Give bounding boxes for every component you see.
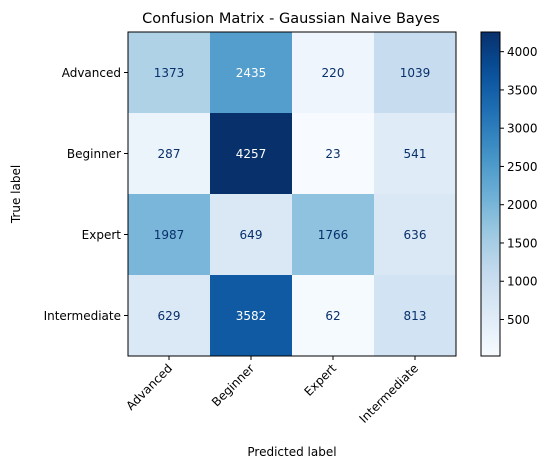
y-tick-label: Expert <box>82 228 122 242</box>
cell-value-label: 4257 <box>236 147 267 161</box>
colorbar-tick-label: 3000 <box>507 122 538 136</box>
cell-value-label: 1766 <box>318 228 349 242</box>
cell-value-label: 1373 <box>154 66 185 80</box>
cell-value-label: 649 <box>240 228 263 242</box>
x-axis-label: Predicted label <box>247 445 336 459</box>
y-tick-label: Intermediate <box>44 309 121 323</box>
heatmap-cell <box>374 275 457 357</box>
y-tick-label: Beginner <box>67 147 121 161</box>
cell-value-label: 1987 <box>154 228 185 242</box>
heatmap-cell <box>374 194 457 276</box>
chart-title: Confusion Matrix - Gaussian Naive Bayes <box>142 11 440 27</box>
heatmap-cell <box>210 113 293 195</box>
colorbar <box>480 31 501 357</box>
x-tick-label: Intermediate <box>356 361 421 426</box>
heatmap-cells <box>128 32 457 357</box>
cell-value-label: 1039 <box>400 66 431 80</box>
cell-value-label: 220 <box>322 66 345 80</box>
cell-value-label: 2435 <box>236 66 267 80</box>
heatmap-cell <box>210 32 293 114</box>
cell-value-label: 62 <box>325 309 340 323</box>
colorbar-tick-label: 500 <box>507 313 530 327</box>
x-axis-ticks: Advanced Beginner Expert Intermediate <box>123 356 421 426</box>
heatmap-cell <box>374 32 457 114</box>
x-tick-label: Beginner <box>209 361 257 409</box>
colorbar-tick-label: 3500 <box>507 83 538 97</box>
heatmap-cell <box>292 32 375 114</box>
heatmap-cell <box>292 275 375 357</box>
colorbar-tick-label: 4000 <box>507 45 538 59</box>
heatmap-cell <box>374 113 457 195</box>
heatmap-cell <box>128 113 211 195</box>
colorbar-ticks: 500 1000 1500 2000 2500 3000 3500 4000 <box>500 45 538 327</box>
cell-value-label: 23 <box>325 147 340 161</box>
heatmap-cell <box>210 275 293 357</box>
cell-value-label: 813 <box>404 309 427 323</box>
colorbar-tick-label: 1500 <box>507 236 538 250</box>
cell-value-label: 636 <box>404 228 427 242</box>
heatmap-cell <box>128 194 211 276</box>
heatmap-cell-labels: 1373 2435 220 1039 287 4257 23 541 1987 649 1766 63… <box>154 66 431 323</box>
x-tick-label: Advanced <box>123 361 175 413</box>
cell-value-label: 287 <box>158 147 181 161</box>
cell-value-label: 629 <box>158 309 181 323</box>
heatmap-cell <box>128 32 211 114</box>
colorbar-tick-label: 2500 <box>507 160 538 174</box>
colorbar-tick-label: 1000 <box>507 275 538 289</box>
cell-value-label: 541 <box>404 147 427 161</box>
heatmap-cell <box>210 194 293 276</box>
heatmap-cell <box>292 194 375 276</box>
y-axis-label: True label <box>9 165 23 224</box>
x-tick-label: Expert <box>301 361 339 399</box>
y-tick-label: Advanced <box>62 66 121 80</box>
colorbar-tick-label: 2000 <box>507 198 538 212</box>
y-axis-ticks: Advanced Beginner Expert Intermediate <box>44 66 128 323</box>
heatmap-cell <box>292 113 375 195</box>
cell-value-label: 3582 <box>236 309 267 323</box>
heatmap-cell <box>128 275 211 357</box>
heatmap-frame <box>127 31 457 357</box>
